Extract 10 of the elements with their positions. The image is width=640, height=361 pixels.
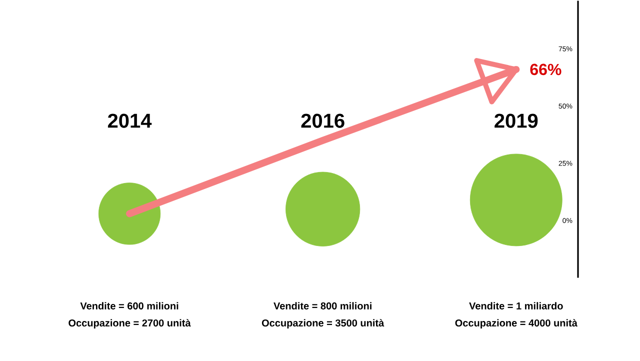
text: Vendite = 800 milioni bbox=[274, 302, 372, 310]
text: Occupazione = 3500 unità bbox=[262, 319, 384, 329]
text: Occupazione = 4000 unità bbox=[455, 319, 578, 329]
annotation: 66% bbox=[530, 64, 562, 76]
text: Occupazione = 2700 unità bbox=[68, 319, 191, 329]
x-tick-label: 2019 bbox=[494, 114, 538, 128]
x-tick-label: 2016 bbox=[301, 114, 344, 128]
text: Vendite = 600 milioni bbox=[80, 302, 178, 310]
text: Vendite = 1 miliardo bbox=[469, 302, 563, 310]
x-tick-label: 2014 bbox=[108, 114, 152, 128]
